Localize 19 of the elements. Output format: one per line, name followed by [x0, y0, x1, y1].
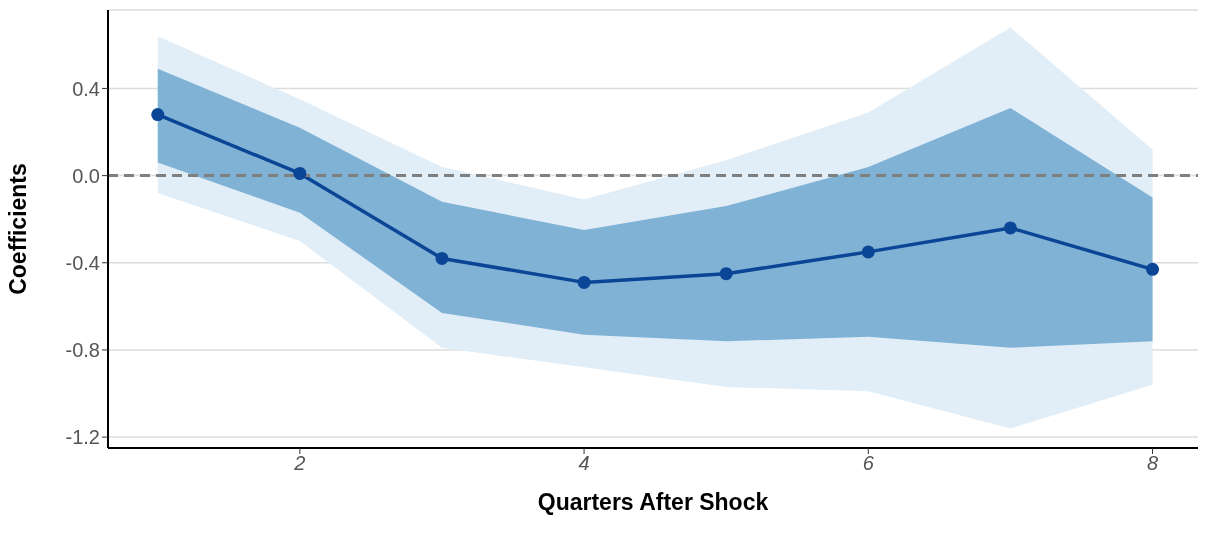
point — [861, 245, 875, 259]
point — [577, 275, 591, 289]
x-axis-title: Quarters After Shock — [537, 489, 769, 515]
x-tick-label: 4 — [578, 452, 590, 475]
point — [1003, 221, 1017, 235]
x-tick-label: 6 — [862, 452, 875, 475]
x-tick-label: 2 — [293, 452, 306, 475]
point — [435, 251, 449, 265]
point — [1146, 262, 1160, 276]
y-tick-label: -0.4 — [65, 251, 100, 274]
y-tick-label: 0.0 — [72, 164, 100, 187]
x-tick-label: 8 — [1146, 452, 1159, 475]
point — [151, 108, 165, 122]
y-tick-label: 0.4 — [72, 77, 100, 100]
point — [719, 267, 733, 281]
point — [293, 166, 307, 180]
y-tick-label: -1.2 — [65, 426, 100, 449]
y-tick-label: -0.8 — [65, 339, 100, 362]
y-axis-title: Coefficients — [5, 163, 32, 295]
